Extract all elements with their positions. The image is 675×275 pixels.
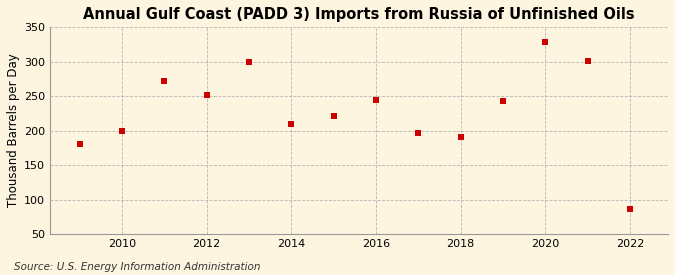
Point bbox=[413, 130, 424, 135]
Point bbox=[583, 59, 593, 63]
Point bbox=[117, 128, 128, 133]
Point bbox=[455, 135, 466, 140]
Point bbox=[328, 114, 339, 118]
Point bbox=[159, 79, 170, 83]
Text: Source: U.S. Energy Information Administration: Source: U.S. Energy Information Administ… bbox=[14, 262, 260, 272]
Y-axis label: Thousand Barrels per Day: Thousand Barrels per Day bbox=[7, 54, 20, 207]
Point bbox=[74, 142, 85, 147]
Point bbox=[201, 93, 212, 97]
Point bbox=[497, 99, 508, 103]
Point bbox=[624, 207, 635, 211]
Point bbox=[371, 97, 381, 102]
Point bbox=[540, 40, 551, 45]
Title: Annual Gulf Coast (PADD 3) Imports from Russia of Unfinished Oils: Annual Gulf Coast (PADD 3) Imports from … bbox=[83, 7, 635, 22]
Point bbox=[286, 122, 297, 126]
Point bbox=[244, 60, 254, 65]
